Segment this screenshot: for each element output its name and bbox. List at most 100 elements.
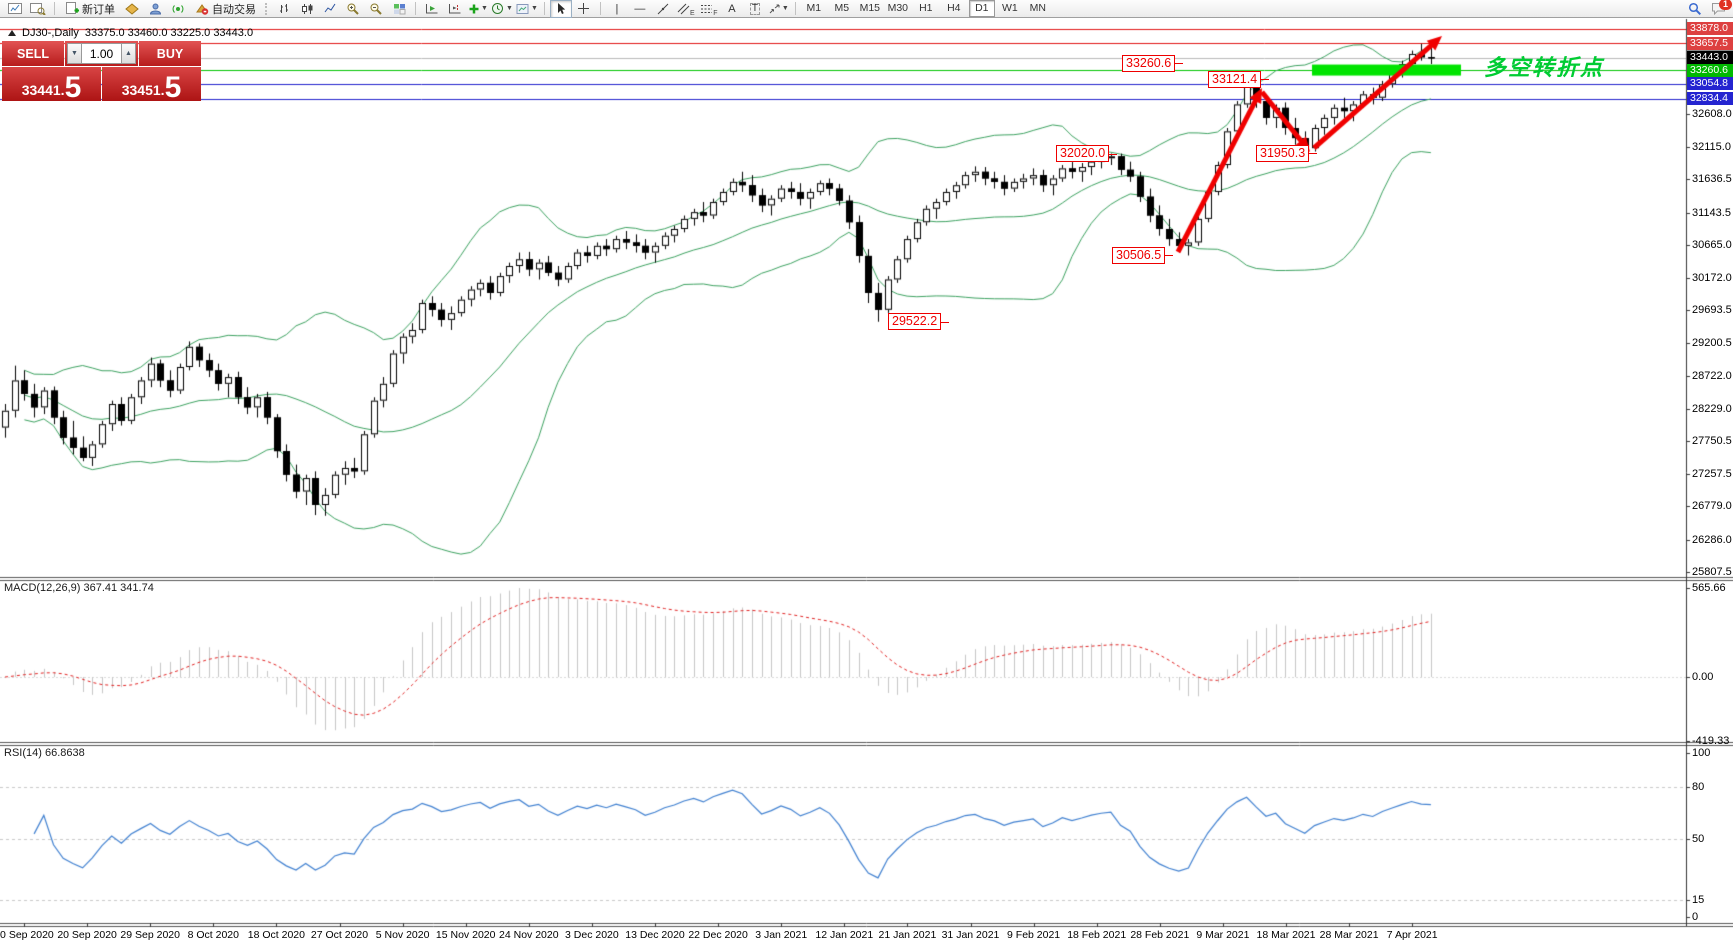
market-watch-icon[interactable]: [121, 0, 143, 18]
notifications-chat-icon[interactable]: 1: [1707, 0, 1732, 18]
time-axis-label: 28 Feb 2021: [1130, 929, 1190, 941]
templates-icon[interactable]: ▼: [515, 0, 539, 18]
text-tool[interactable]: A: [728, 2, 736, 15]
buy-price[interactable]: 33451. 5: [102, 67, 201, 103]
horizontal-line-tool[interactable]: —: [634, 2, 646, 15]
fibonacci-tool[interactable]: F: [698, 0, 720, 18]
separator: [794, 2, 796, 15]
channel-tool[interactable]: E: [675, 0, 697, 18]
crosshair-tool-button[interactable]: [573, 0, 595, 18]
line-chart-mode-icon[interactable]: [319, 0, 341, 18]
time-axis-label: 29 Sep 2020: [120, 929, 180, 941]
timeframe-h1[interactable]: H1: [919, 2, 933, 14]
volume-increase-button[interactable]: ▲: [121, 43, 136, 64]
price-callout-33260.6[interactable]: 33260.6: [1122, 54, 1184, 72]
vertical-line-tool[interactable]: |: [615, 2, 619, 15]
time-axis-label: 7 Apr 2021: [1386, 929, 1438, 941]
text-label-tool[interactable]: T: [749, 2, 760, 15]
separator: [543, 2, 545, 15]
autotrading-icon: [196, 3, 209, 15]
candlestick-mode-icon[interactable]: [296, 0, 318, 18]
new-order-button[interactable]: 新订单: [60, 1, 120, 17]
timeframe-mn[interactable]: MN: [1029, 2, 1046, 14]
sell-button[interactable]: SELL: [2, 41, 64, 66]
chart-profiles-icon[interactable]: [27, 0, 49, 18]
macd-indicator-label: MACD(12,26,9) 367.41 341.74: [4, 582, 154, 594]
signals-icon[interactable]: [167, 0, 189, 18]
buy-button[interactable]: BUY: [139, 41, 201, 66]
indicators-dropdown-caret[interactable]: ▼: [481, 5, 488, 12]
search-icon[interactable]: [1684, 0, 1706, 18]
separator: [54, 2, 55, 15]
separator: [599, 2, 601, 15]
price-level-label: 33657.5: [1687, 36, 1733, 50]
new-chart-icon[interactable]: [4, 0, 26, 18]
timeframe-h4[interactable]: H4: [947, 2, 961, 14]
timeframe-d1[interactable]: D1: [968, 0, 995, 17]
timeframe-switcher: M1 M5 M15 M30 H1 H4 D1 W1 MN: [801, 0, 1051, 17]
price-callout-33121.4[interactable]: 33121.4: [1208, 70, 1270, 88]
time-axis-label: 24 Nov 2020: [499, 929, 559, 941]
new-order-label: 新订单: [82, 3, 115, 16]
price-level-label: 33878.0: [1687, 22, 1733, 35]
timeframe-w1[interactable]: W1: [1001, 2, 1018, 14]
price-callout-32020.0[interactable]: 32020.0: [1056, 145, 1118, 163]
time-axis-label: 13 Dec 2020: [625, 929, 685, 941]
time-axis-label: 5 Nov 2020: [375, 929, 430, 941]
price-axis-tick: 100: [1692, 747, 1711, 759]
time-axis-label: 27 Oct 2020: [310, 929, 369, 941]
templates-dropdown-caret[interactable]: ▼: [530, 5, 538, 12]
rsi-indicator-label: RSI(14) 66.8638: [4, 747, 85, 759]
price-axis-tick: 50: [1692, 833, 1705, 845]
periods-clock-icon[interactable]: ▼: [490, 0, 514, 18]
price-axis-tick: 0.00: [1692, 671, 1714, 683]
trendline-tool[interactable]: [652, 0, 674, 18]
tile-windows-icon[interactable]: [388, 0, 410, 18]
time-axis-label: 18 Feb 2021: [1067, 929, 1127, 941]
zoom-out-icon[interactable]: [365, 0, 387, 18]
auto-scroll-icon[interactable]: [421, 0, 443, 18]
indicators-add-button[interactable]: ▼: [467, 0, 489, 18]
chart-symbol-period: DJ30-,Daily: [22, 27, 79, 39]
time-axis-label: 10 Sep 2020: [0, 929, 54, 941]
chart-title: DJ30-,Daily 33375.0 33460.0 33225.0 3344…: [8, 27, 253, 39]
price-callout-31950.3[interactable]: 31950.3: [1256, 144, 1318, 162]
price-axis-tick: 0: [1692, 911, 1699, 923]
sell-price[interactable]: 33441. 5: [2, 67, 101, 103]
separator: [415, 2, 416, 15]
arrows-tool[interactable]: ▼: [767, 0, 790, 18]
timeframe-m5[interactable]: M5: [834, 2, 850, 14]
rsi-value: 66.8638: [44, 747, 85, 759]
price-axis-tick: 26779.0: [1692, 500, 1732, 513]
bar-chart-mode-icon[interactable]: [273, 0, 295, 18]
timeframe-m1[interactable]: M1: [806, 2, 822, 14]
timeframe-m15[interactable]: M15: [859, 2, 881, 14]
timeframe-m30[interactable]: M30: [887, 2, 909, 14]
chart-shift-icon[interactable]: [444, 0, 466, 18]
volume-input[interactable]: 1.00: [82, 43, 121, 64]
time-axis-label: 20 Sep 2020: [57, 929, 117, 941]
time-axis-label: 3 Dec 2020: [565, 929, 619, 941]
one-click-trading-panel: SELL ▼ 1.00 ▲ BUY 33441. 5 33451. 5: [2, 41, 201, 103]
price-axis-tick: 565.66: [1692, 582, 1726, 594]
time-axis-label: 22 Dec 2020: [688, 929, 748, 941]
autotrading-button[interactable]: 自动交易: [190, 1, 261, 17]
price-callout-29522.2[interactable]: 29522.2: [888, 313, 950, 331]
toolbar: 新订单 自动交易 ▼ ▼ ▼ | — E F A T ▼ M1 M5: [0, 0, 1733, 18]
new-order-icon: [66, 2, 79, 14]
navigator-icon[interactable]: [144, 0, 166, 18]
periods-dropdown-caret[interactable]: ▼: [506, 5, 513, 12]
price-axis-tick: 32115.0: [1692, 141, 1731, 154]
arrows-dropdown-caret[interactable]: ▼: [781, 5, 789, 12]
macd-values: 367.41 341.74: [83, 582, 154, 594]
price-level-label: 33443.0: [1687, 51, 1733, 65]
bull-bear-annotation-text[interactable]: 多空转折点: [1484, 55, 1605, 80]
zoom-in-icon[interactable]: [342, 0, 364, 18]
chart-marker-icon: [8, 30, 16, 36]
autotrading-label: 自动交易: [212, 3, 256, 16]
volume-decrease-button[interactable]: ▼: [67, 43, 82, 64]
price-callout-30506.5[interactable]: 30506.5: [1112, 246, 1174, 264]
cursor-tool-button[interactable]: [549, 0, 572, 18]
